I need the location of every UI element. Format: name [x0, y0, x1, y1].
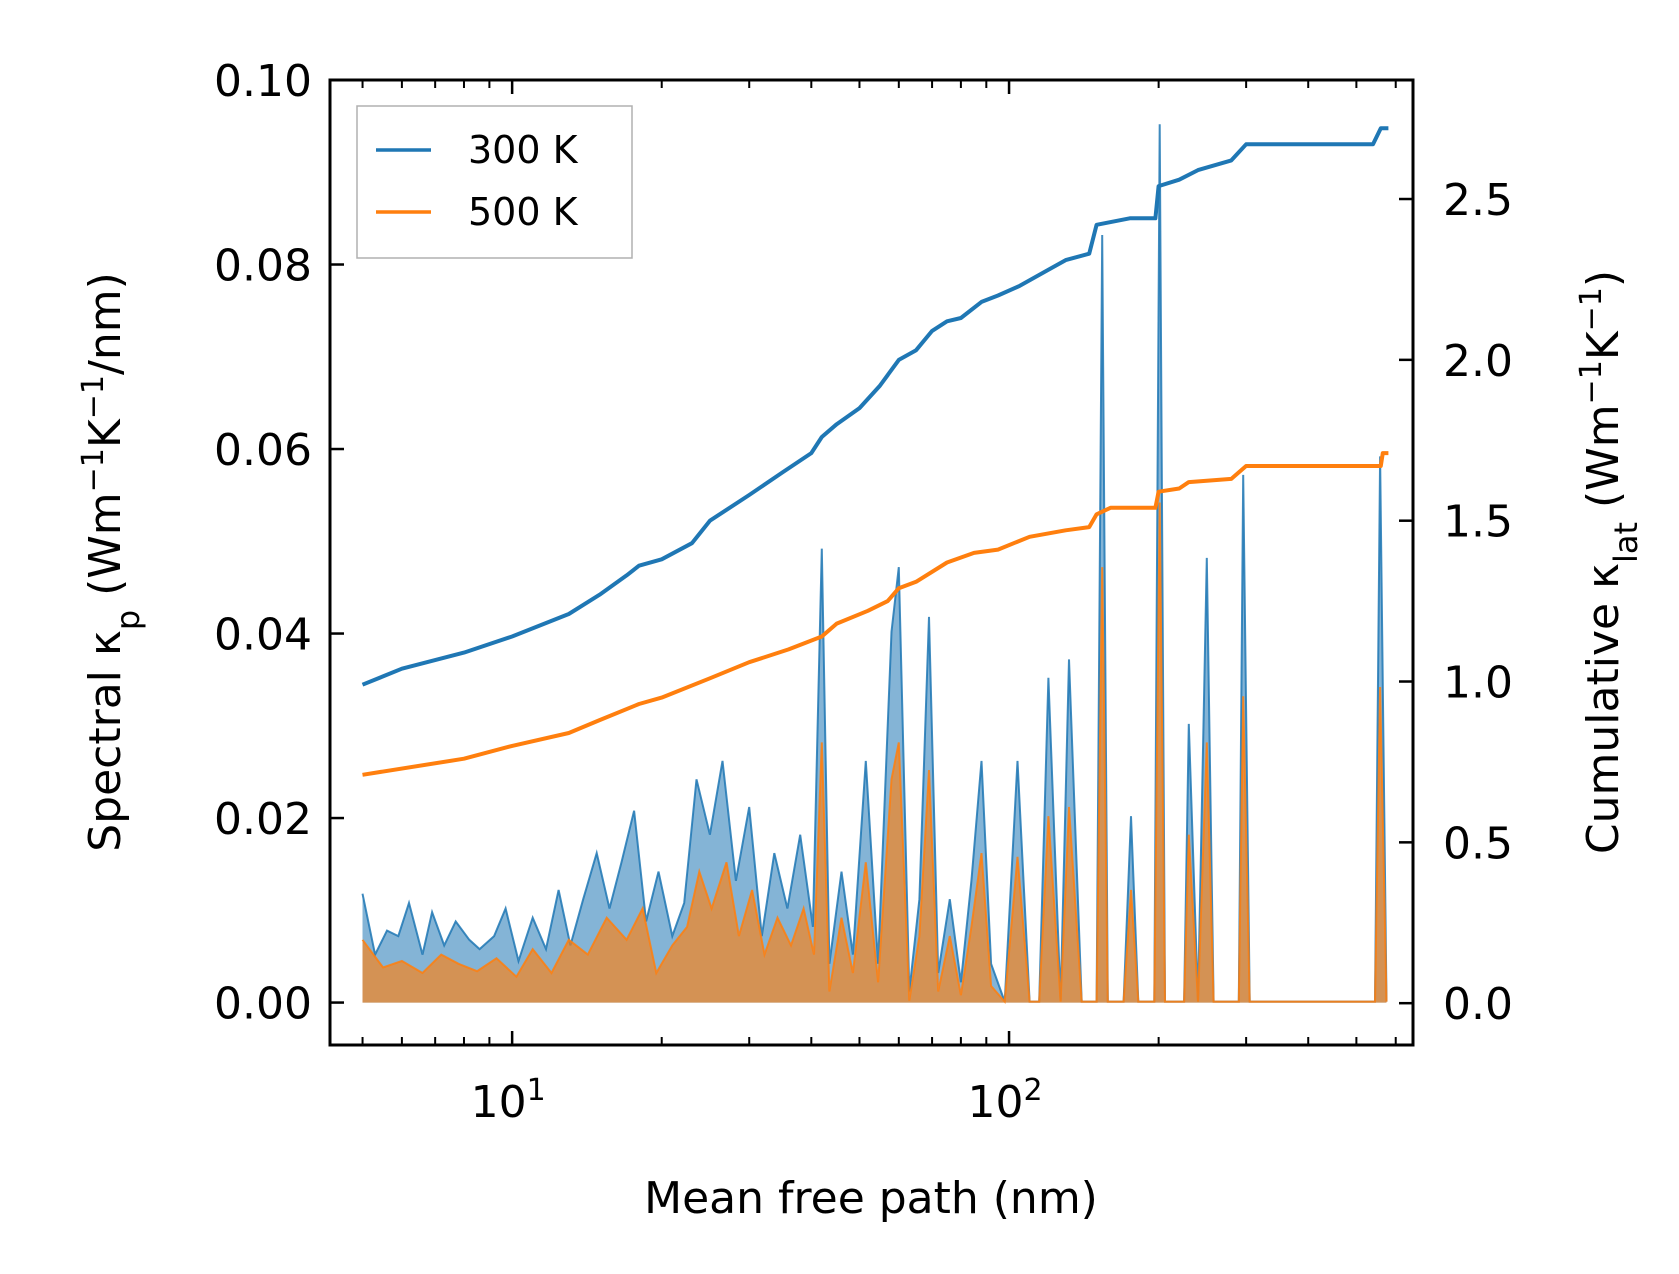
ticks-layer: 0.00 0.02 0.04 0.06 0.08 0.10 0.0 0.5 1.0 1.5 2.0 2…: [214, 56, 1513, 1128]
y-right-tick-label: 1.5: [1443, 497, 1513, 548]
cumulative-line-300k: [361, 126, 1389, 687]
y-right-tick-label: 0.0: [1443, 979, 1513, 1030]
x-tick-label: 101: [471, 1073, 546, 1129]
y-left-tick-label: 0.04: [214, 610, 312, 661]
y-left-tick-label: 0.00: [214, 979, 312, 1030]
y-axis-left-title: Spectral κp (Wm−1K−1/nm): [76, 272, 148, 852]
cumulative-line-layer: [361, 126, 1389, 777]
y-left-tick-label: 0.08: [214, 241, 312, 292]
y-right-tick-label: 0.5: [1443, 818, 1513, 869]
spectral-line-500k: [361, 502, 1388, 1005]
x-tick-label: 102: [968, 1073, 1043, 1129]
legend-label-500k: 500 K: [468, 190, 579, 234]
spectral-fill-layer: [361, 124, 1388, 1005]
x-axis-title: Mean free path (nm): [644, 1173, 1098, 1224]
legend-box: [356, 105, 633, 259]
cumulative-line-500k: [362, 451, 1389, 777]
legend-label-300k: 300 K: [468, 128, 579, 172]
y-left-tick-label: 0.06: [214, 425, 312, 476]
plot-frame: [328, 78, 1415, 1047]
y-left-tick-label: 0.10: [214, 56, 312, 107]
y-left-tick-label: 0.02: [214, 794, 312, 845]
legend: 300 K 500 K: [356, 105, 633, 259]
y-axis-right-title: Cumulative κlat (Wm−1K−1): [1574, 270, 1646, 854]
y-right-tick-label: 1.0: [1443, 658, 1513, 709]
y-right-tick-label: 2.5: [1443, 175, 1513, 226]
y-right-tick-label: 2.0: [1443, 336, 1513, 387]
